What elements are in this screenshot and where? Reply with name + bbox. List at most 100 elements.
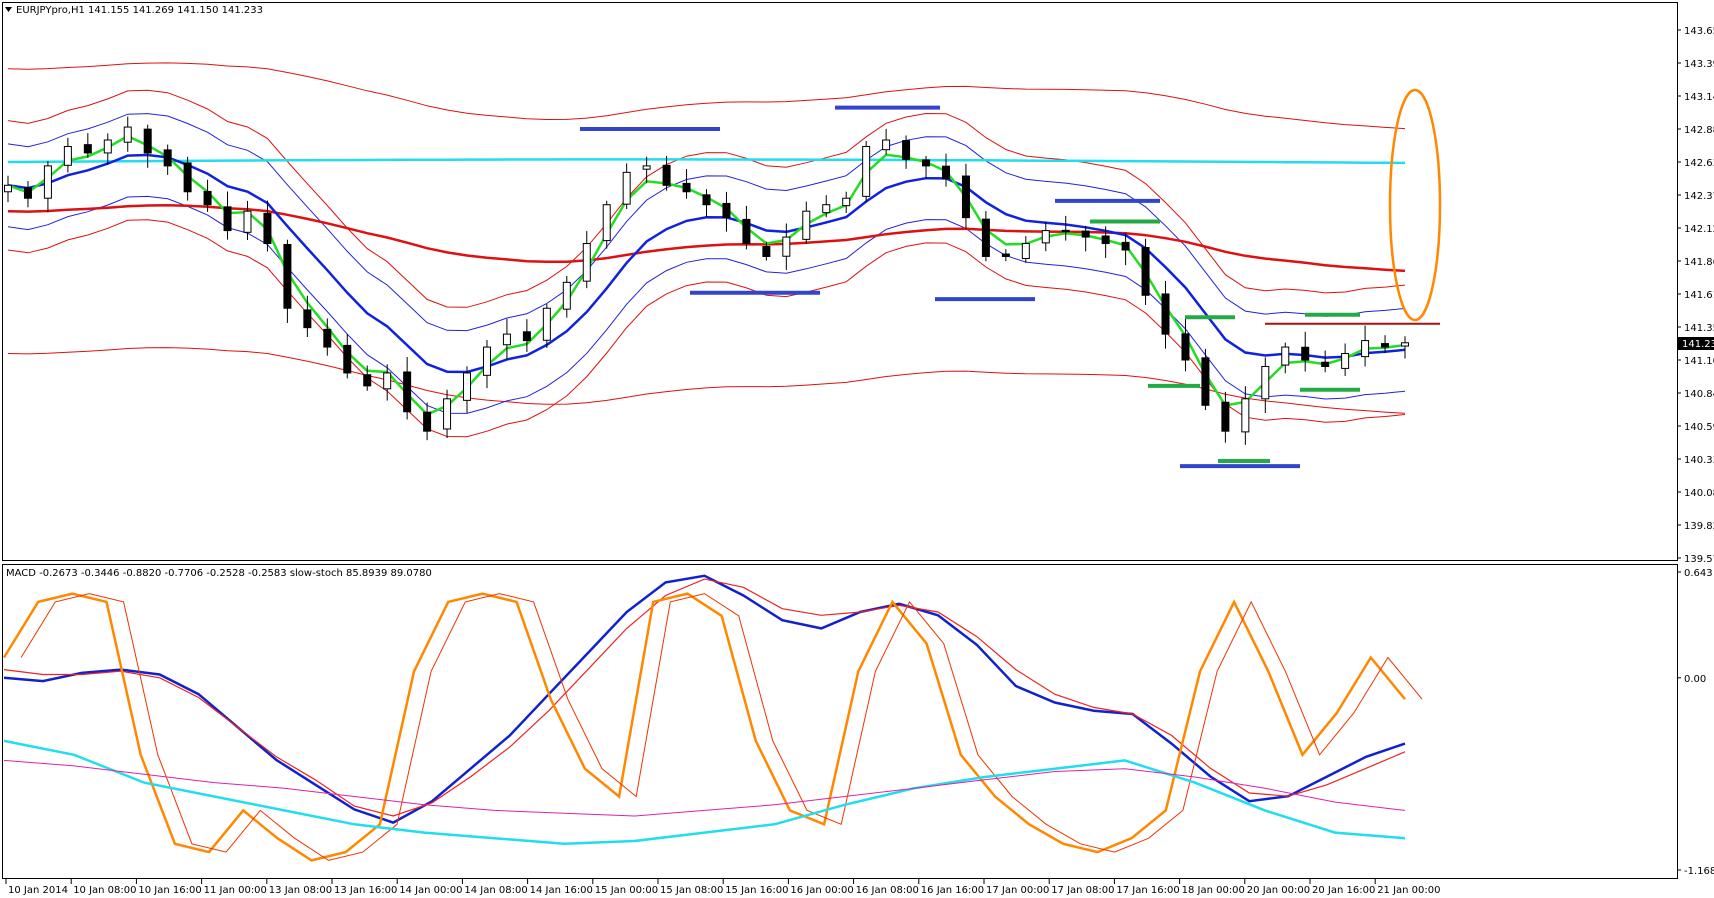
time-tick-label: 20 Jan 00:00 bbox=[1247, 885, 1310, 896]
bull-candle bbox=[1021, 243, 1030, 260]
bull-candle bbox=[1281, 346, 1290, 366]
bull-candle bbox=[63, 145, 72, 166]
bear-candle bbox=[981, 218, 990, 257]
time-tick-label: 16 Jan 00:00 bbox=[790, 885, 853, 896]
bull-candle bbox=[862, 145, 871, 197]
bear-candle bbox=[1081, 230, 1090, 238]
price-axis: 143.650 143.395 143.140 142.885 142.630 142.3… bbox=[1677, 26, 1714, 565]
time-tick-label: 18 Jan 00:00 bbox=[1182, 885, 1245, 896]
bear-candle bbox=[682, 182, 691, 193]
bull-candle bbox=[582, 243, 591, 282]
time-tick-label: 15 Jan 08:00 bbox=[660, 885, 723, 896]
price-tick-label: 143.395 bbox=[1684, 59, 1714, 70]
bear-candle bbox=[702, 194, 711, 206]
price-tick-label: 142.630 bbox=[1684, 158, 1714, 169]
time-tick-label: 16 Jan 16:00 bbox=[921, 885, 984, 896]
time-tick-label: 13 Jan 16:00 bbox=[334, 885, 397, 896]
main-panel-frame bbox=[2, 2, 1678, 561]
bear-candle bbox=[343, 344, 352, 374]
bull-candle bbox=[443, 398, 452, 430]
bear-candle bbox=[1381, 343, 1390, 348]
current-price-label: 141.233 bbox=[1682, 339, 1714, 350]
bull-candle bbox=[4, 184, 12, 193]
candles bbox=[4, 116, 1409, 445]
bull-candle bbox=[782, 236, 791, 257]
highlight-ellipse bbox=[1388, 88, 1442, 322]
slow-ma-line bbox=[7, 203, 1406, 273]
bear-candle bbox=[23, 187, 32, 199]
time-tick-label: 21 Jan 00:00 bbox=[1377, 885, 1440, 896]
bull-candle bbox=[1041, 230, 1050, 244]
time-tick-label: 15 Jan 00:00 bbox=[595, 885, 658, 896]
time-tick-label: 14 Jan 08:00 bbox=[464, 885, 527, 896]
stoch-main-line bbox=[2, 592, 1406, 862]
mid-band-lower bbox=[7, 219, 1406, 438]
oscillator-lines bbox=[2, 574, 1423, 862]
bull-candle bbox=[103, 139, 112, 154]
time-tick-label: 10 Jan 08:00 bbox=[73, 885, 136, 896]
price-tick-label: 141.355 bbox=[1684, 323, 1714, 334]
price-tick-label: 140.080 bbox=[1684, 488, 1714, 499]
outer-band-upper bbox=[7, 62, 1406, 130]
bear-candle bbox=[1161, 293, 1170, 335]
mid-band-upper bbox=[7, 89, 1406, 308]
outer-band-lower bbox=[7, 347, 1406, 414]
annotations bbox=[580, 88, 1442, 469]
price-tick-label: 140.335 bbox=[1684, 455, 1714, 466]
bear-candle bbox=[1121, 241, 1130, 251]
bear-candle bbox=[1141, 247, 1150, 296]
bull-candle bbox=[243, 210, 252, 233]
time-tick-label: 17 Jan 08:00 bbox=[1051, 885, 1114, 896]
bull-candle bbox=[43, 165, 52, 199]
bear-candle bbox=[363, 374, 372, 387]
bull-candle bbox=[482, 346, 491, 376]
mid-ma-line bbox=[7, 153, 1406, 374]
bull-candle bbox=[602, 204, 611, 242]
bull-candle bbox=[562, 281, 571, 310]
slow-magenta-line bbox=[3, 759, 1406, 817]
bear-candle bbox=[303, 309, 312, 329]
time-tick-label: 13 Jan 08:00 bbox=[269, 885, 332, 896]
bear-candle bbox=[662, 164, 671, 186]
bear-candle bbox=[83, 144, 92, 154]
sub-panel-frame bbox=[2, 564, 1678, 879]
price-tick-label: 142.375 bbox=[1684, 191, 1714, 202]
bear-candle bbox=[902, 140, 911, 160]
price-tick-label: 141.100 bbox=[1684, 356, 1714, 367]
band-lines bbox=[7, 62, 1406, 438]
bear-candle bbox=[941, 165, 950, 180]
time-tick-label: 15 Jan 16:00 bbox=[725, 885, 788, 896]
bear-candle bbox=[183, 162, 192, 193]
bear-candle bbox=[223, 206, 232, 232]
bear-candle bbox=[961, 175, 970, 219]
bear-candle bbox=[1321, 361, 1330, 367]
symbol-label: EURJPYpro,H1 141.155 141.269 141.150 141… bbox=[16, 5, 263, 16]
bull-candle bbox=[383, 372, 392, 390]
bear-candle bbox=[1201, 357, 1210, 406]
bear-candle bbox=[323, 328, 332, 348]
price-tick-label: 140.845 bbox=[1684, 389, 1714, 400]
time-tick-label: 17 Jan 00:00 bbox=[986, 885, 1049, 896]
time-tick-label: 16 Jan 08:00 bbox=[856, 885, 919, 896]
stoch-signal-line bbox=[20, 593, 1423, 861]
bull-candle bbox=[802, 210, 811, 240]
bear-candle bbox=[1301, 346, 1310, 361]
bear-candle bbox=[263, 212, 272, 245]
bear-candle bbox=[1101, 235, 1110, 245]
inner-band-upper bbox=[7, 113, 1406, 332]
time-tick-label: 17 Jan 16:00 bbox=[1116, 885, 1179, 896]
time-tick-label: 14 Jan 16:00 bbox=[530, 885, 593, 896]
indicator-tick-label: 0.00 bbox=[1684, 674, 1706, 685]
bull-candle bbox=[1261, 365, 1270, 400]
time-tick-label: 14 Jan 00:00 bbox=[399, 885, 462, 896]
bear-candle bbox=[1181, 333, 1190, 361]
bear-candle bbox=[762, 246, 771, 257]
slow-cyan-line bbox=[3, 739, 1406, 846]
bull-candle bbox=[542, 307, 551, 341]
dropdown-arrow-icon[interactable] bbox=[5, 7, 12, 12]
time-tick-label: 10 Jan 16:00 bbox=[138, 885, 201, 896]
bear-candle bbox=[1061, 229, 1070, 233]
bull-candle bbox=[842, 197, 851, 207]
macd-signal-line bbox=[3, 578, 1406, 817]
